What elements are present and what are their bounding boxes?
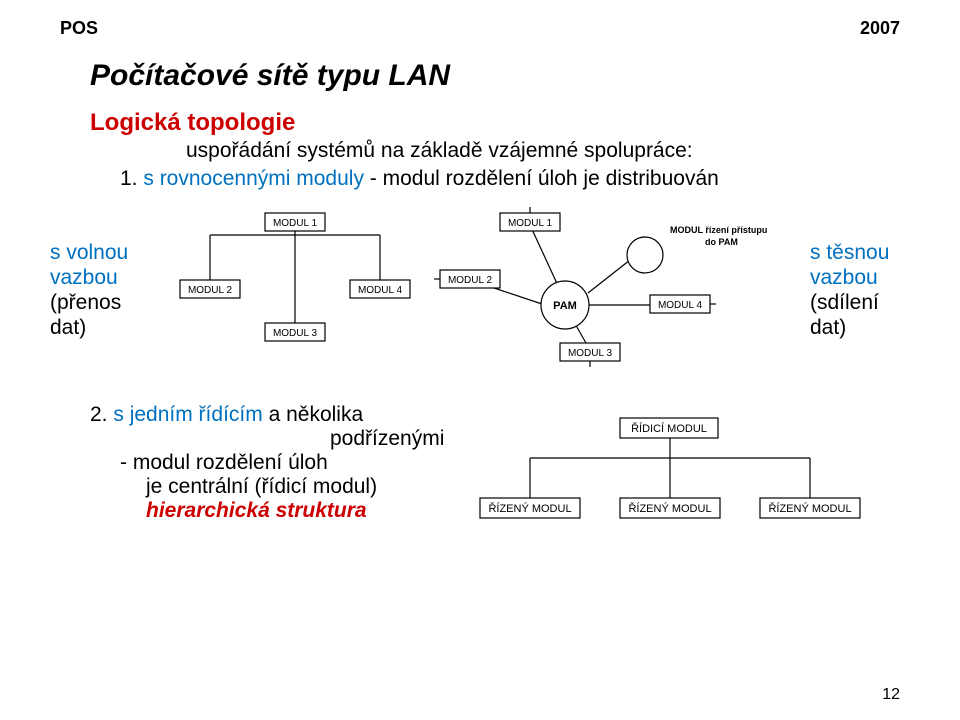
item-1-num: 1. [120,167,143,190]
diag-b-ctrl2: do PAM [705,237,738,247]
diag-b-m3: MODUL 3 [568,348,613,359]
diag-b-m1: MODUL 1 [508,218,553,229]
diagram-a: MODUL 1 MODUL 2 MODUL 4 MODUL 3 [170,205,420,375]
diag-c-top: ŘÍDICÍ MODUL [631,422,707,435]
header-left: POS [60,18,98,39]
subtitle-desc: uspořádání systémů na základě vzájemné s… [0,137,960,163]
diagram-b: PAM MODUL 1 MODUL 2 MODUL 3 MODUL 4 MODU… [430,205,800,375]
diag-c-b1: ŘÍZENÝ MODUL [488,502,571,515]
header-row: POS 2007 [0,0,960,39]
diag-b-m4: MODUL 4 [658,300,703,311]
item-2-rest: a několika [263,403,363,426]
page-number: 12 [882,686,900,704]
diag-b-pam: PAM [553,300,577,312]
item-2-num: 2. [90,403,113,426]
diag-b-ctrl1: MODUL řízení přístupu [670,225,767,235]
rside-l2: (sdílení [810,291,879,314]
lside-l1b: vazbou [50,266,118,289]
diag-a-m4: MODUL 4 [358,285,403,296]
item-2: 2. s jedním řídícím a několika [0,375,470,427]
diagram-c: ŘÍDICÍ MODUL ŘÍZENÝ MODUL ŘÍZENÝ MODUL Ř… [470,375,890,553]
item-2b: podřízenými [0,427,470,451]
item-2-block: 2. s jedním řídícím a několika podřízený… [0,375,470,523]
diagram-a-svg: MODUL 1 MODUL 2 MODUL 4 MODUL 3 [170,205,420,375]
item-2-hl: s jedním řídícím [113,403,262,426]
header-right: 2007 [860,18,900,39]
left-side-text: s volnou vazbou (přenos dat) [50,240,160,341]
lside-l2: (přenos [50,291,121,314]
page-title: Počítačové sítě typu LAN [0,39,960,103]
diag-a-m2: MODUL 2 [188,285,233,296]
diag-c-b3: ŘÍZENÝ MODUL [768,502,851,515]
diagrams-row-1: s volnou vazbou (přenos dat) MODUL 1 MOD… [0,191,960,375]
rside-l1b: vazbou [810,266,878,289]
lside-l1a: s volnou [50,241,128,264]
item-2-dash: - modul rozdělení úloh [0,451,470,475]
diag-a-m3: MODUL 3 [273,328,318,339]
item-1-highlight: s rovnocennými moduly [143,167,364,190]
item-1: 1. s rovnocennými moduly - modul rozděle… [0,163,960,191]
item-1-rest: - modul rozdělení úloh je distribuován [364,167,719,190]
diag-b-m2: MODUL 2 [448,275,493,286]
item-2-cent: je centrální (řídicí modul) [0,475,470,499]
subtitle: Logická topologie [0,103,960,137]
rside-l3: dat) [810,316,846,339]
diag-a-m1: MODUL 1 [273,218,318,229]
row-2: 2. s jedním řídícím a několika podřízený… [0,375,960,553]
diagram-c-svg: ŘÍDICÍ MODUL ŘÍZENÝ MODUL ŘÍZENÝ MODUL Ř… [470,403,890,553]
diagram-b-svg: PAM MODUL 1 MODUL 2 MODUL 3 MODUL 4 MODU… [430,205,800,375]
rside-l1a: s těsnou [810,241,889,264]
right-side-text: s těsnou vazbou (sdílení dat) [810,240,910,341]
diag-c-b2: ŘÍZENÝ MODUL [628,502,711,515]
lside-l3: dat) [50,316,86,339]
item-2-hier: hierarchická struktura [0,499,470,523]
